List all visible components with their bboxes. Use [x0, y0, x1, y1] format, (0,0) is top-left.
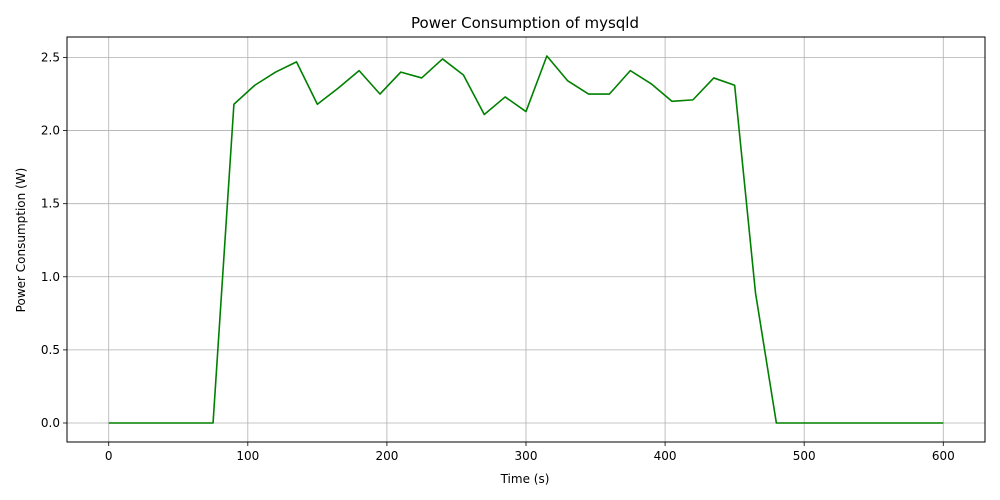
- y-tick-label: 0.0: [41, 416, 60, 430]
- y-tick-label: 1.5: [41, 197, 60, 211]
- y-tick-label: 2.0: [41, 124, 60, 138]
- x-tick-label: 200: [375, 449, 398, 463]
- ticks: 0 100 200 300 400 500 600 0.0 0.5 1.0 1.5 2.0 2.5: [41, 50, 955, 463]
- series-layer: [108, 55, 944, 424]
- y-tick-label: 2.5: [41, 50, 60, 64]
- y-tick-label: 1.0: [41, 270, 60, 284]
- y-axis-label: Power Consumption (W): [14, 168, 28, 313]
- x-axis-label: Time (s): [500, 472, 550, 486]
- x-tick-label: 0: [105, 449, 113, 463]
- x-tick-label: 300: [515, 449, 538, 463]
- x-tick-label: 600: [932, 449, 955, 463]
- x-tick-label: 500: [793, 449, 816, 463]
- x-tick-label: 400: [654, 449, 677, 463]
- grid: [67, 37, 985, 442]
- chart-title: Power Consumption of mysqld: [411, 14, 639, 32]
- y-tick-label: 0.5: [41, 343, 60, 357]
- x-tick-label: 100: [236, 449, 259, 463]
- series-line-mysqld: [108, 55, 944, 424]
